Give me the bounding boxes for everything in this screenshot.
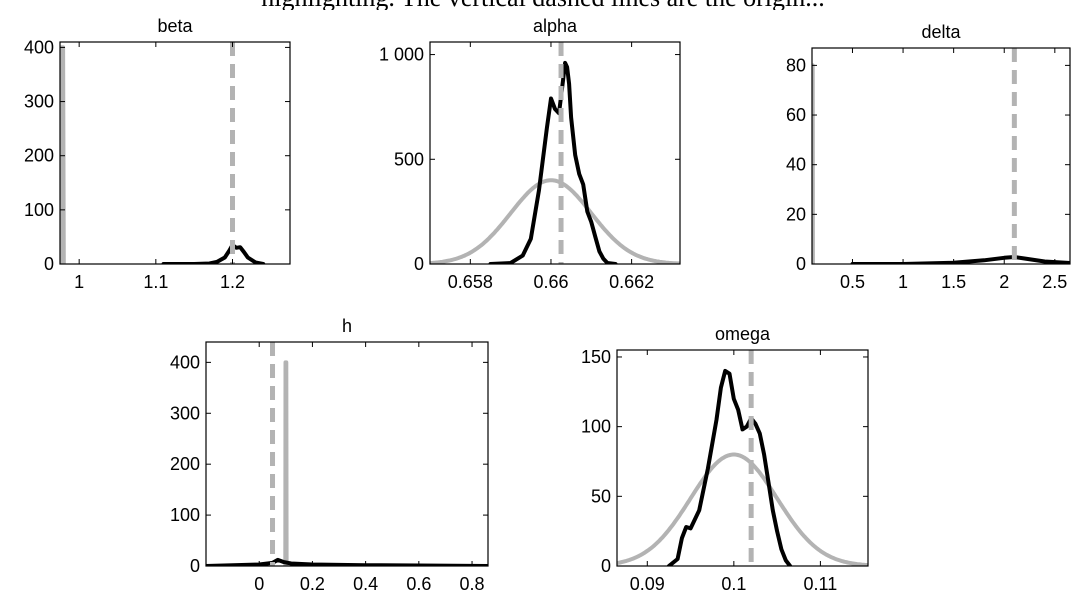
panel-title: alpha (533, 16, 578, 36)
y-tick-label: 300 (24, 92, 54, 112)
axes-frame (205, 341, 489, 567)
plot-area (430, 42, 680, 264)
x-tick-label: 0.4 (353, 574, 378, 594)
y-tick-label: 40 (786, 155, 806, 175)
x-tick-label: 0.09 (630, 574, 665, 594)
cut-off-header: highlighting. The vertical dashed lines … (0, 0, 1086, 10)
x-tick-label: 1.1 (143, 272, 168, 292)
axes-frame (59, 41, 291, 265)
axes-frame (429, 41, 681, 265)
x-tick-label: 0.662 (609, 272, 654, 292)
plot-area (617, 350, 868, 566)
x-tick-label: 0.658 (448, 272, 493, 292)
y-tick-label: 200 (24, 146, 54, 166)
panel-delta: delta 0 20 40 60 80 0.5 1 1.5 2 2.5 (786, 22, 1071, 292)
panel-omega: omega 0 50 100 150 0.09 0.1 0.11 (581, 324, 869, 594)
x-tick-label: 1.2 (220, 272, 245, 292)
x-tick-label: 1.5 (941, 272, 966, 292)
y-tick-label: 400 (24, 37, 54, 57)
y-tick-label: 200 (170, 454, 200, 474)
y-tick-label: 100 (581, 417, 611, 437)
y-tick-label: 100 (24, 200, 54, 220)
x-tick-label: 2.5 (1042, 272, 1067, 292)
y-tick-label: 0 (414, 254, 424, 274)
x-tick-label: 0 (254, 574, 264, 594)
x-tick-label: 1 (898, 272, 908, 292)
panel-beta: beta 0 100 200 300 400 1 1.1 1.2 (24, 16, 291, 292)
plot-area (812, 48, 1070, 264)
x-tick-label: 0.8 (460, 574, 485, 594)
x-tick-label: 0.5 (840, 272, 865, 292)
y-tick-label: 0 (601, 556, 611, 576)
x-tick-label: 1 (74, 272, 84, 292)
plot-area (206, 342, 488, 566)
axes-frame (811, 47, 1071, 265)
panel-title: beta (157, 16, 193, 36)
posterior-density-line (206, 557, 488, 566)
posterior-density-line (850, 255, 1070, 264)
axes-frame (616, 349, 869, 567)
plot-area (60, 42, 266, 264)
y-tick-label: 0 (796, 254, 806, 274)
prior-density-line (430, 178, 680, 264)
y-tick-label: 50 (591, 486, 611, 506)
prior-density-line (617, 452, 868, 566)
y-tick-label: 20 (786, 204, 806, 224)
y-tick-label: 0 (44, 254, 54, 274)
posterior-density-line (488, 60, 618, 264)
y-tick-label: 150 (581, 347, 611, 367)
panel-title: h (342, 316, 352, 336)
y-tick-label: 100 (170, 505, 200, 525)
x-tick-label: 0.1 (721, 574, 746, 594)
x-tick-label: 0.6 (406, 574, 431, 594)
x-tick-label: 0.66 (533, 272, 568, 292)
cut-off-header-text: highlighting. The vertical dashed lines … (0, 0, 1086, 10)
panel-title: delta (921, 22, 961, 42)
y-tick-label: 300 (170, 403, 200, 423)
y-tick-label: 500 (394, 149, 424, 169)
prior-density-line (283, 360, 289, 566)
y-tick-label: 400 (170, 352, 200, 372)
panel-title: omega (715, 324, 771, 344)
panel-h: h 0 100 200 300 400 0 0.2 0.4 0.6 0.8 (170, 316, 489, 594)
panel-alpha: alpha 0 500 1 000 0.658 0.66 0.662 (379, 16, 681, 292)
y-tick-label: 0 (190, 556, 200, 576)
y-tick-label: 80 (786, 55, 806, 75)
y-tick-label: 60 (786, 105, 806, 125)
y-tick-label: 1 000 (379, 45, 424, 65)
x-tick-label: 0.11 (804, 574, 838, 594)
posterior-density-line (666, 368, 793, 566)
x-tick-label: 0.2 (300, 574, 325, 594)
x-tick-label: 2 (999, 272, 1009, 292)
posterior-density-line (161, 243, 266, 264)
